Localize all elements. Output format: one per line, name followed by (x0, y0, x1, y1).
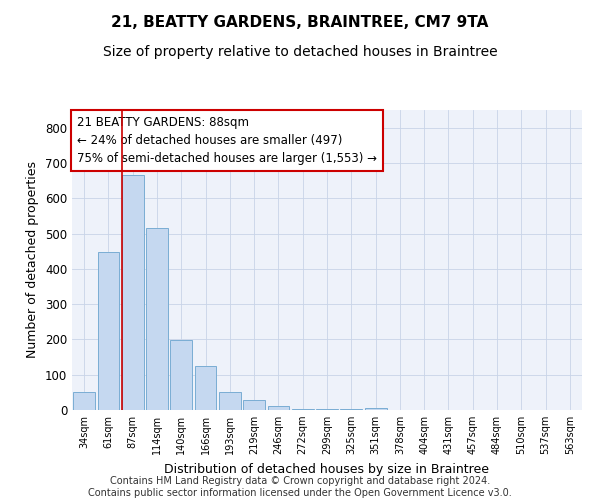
X-axis label: Distribution of detached houses by size in Braintree: Distribution of detached houses by size … (164, 462, 490, 475)
Text: Size of property relative to detached houses in Braintree: Size of property relative to detached ho… (103, 45, 497, 59)
Bar (122, 176, 143, 410)
Bar (146, 228, 168, 410)
Text: 21 BEATTY GARDENS: 88sqm
← 24% of detached houses are smaller (497)
75% of semi-: 21 BEATTY GARDENS: 88sqm ← 24% of detach… (77, 116, 377, 165)
Bar (73, 392, 95, 410)
Bar (97, 252, 119, 410)
Bar (268, 406, 289, 410)
Bar (365, 408, 386, 410)
Bar (170, 340, 192, 410)
Bar (194, 366, 217, 410)
Text: 21, BEATTY GARDENS, BRAINTREE, CM7 9TA: 21, BEATTY GARDENS, BRAINTREE, CM7 9TA (112, 15, 488, 30)
Text: Contains HM Land Registry data © Crown copyright and database right 2024.
Contai: Contains HM Land Registry data © Crown c… (88, 476, 512, 498)
Bar (243, 400, 265, 410)
Bar (219, 392, 241, 410)
Y-axis label: Number of detached properties: Number of detached properties (26, 162, 40, 358)
